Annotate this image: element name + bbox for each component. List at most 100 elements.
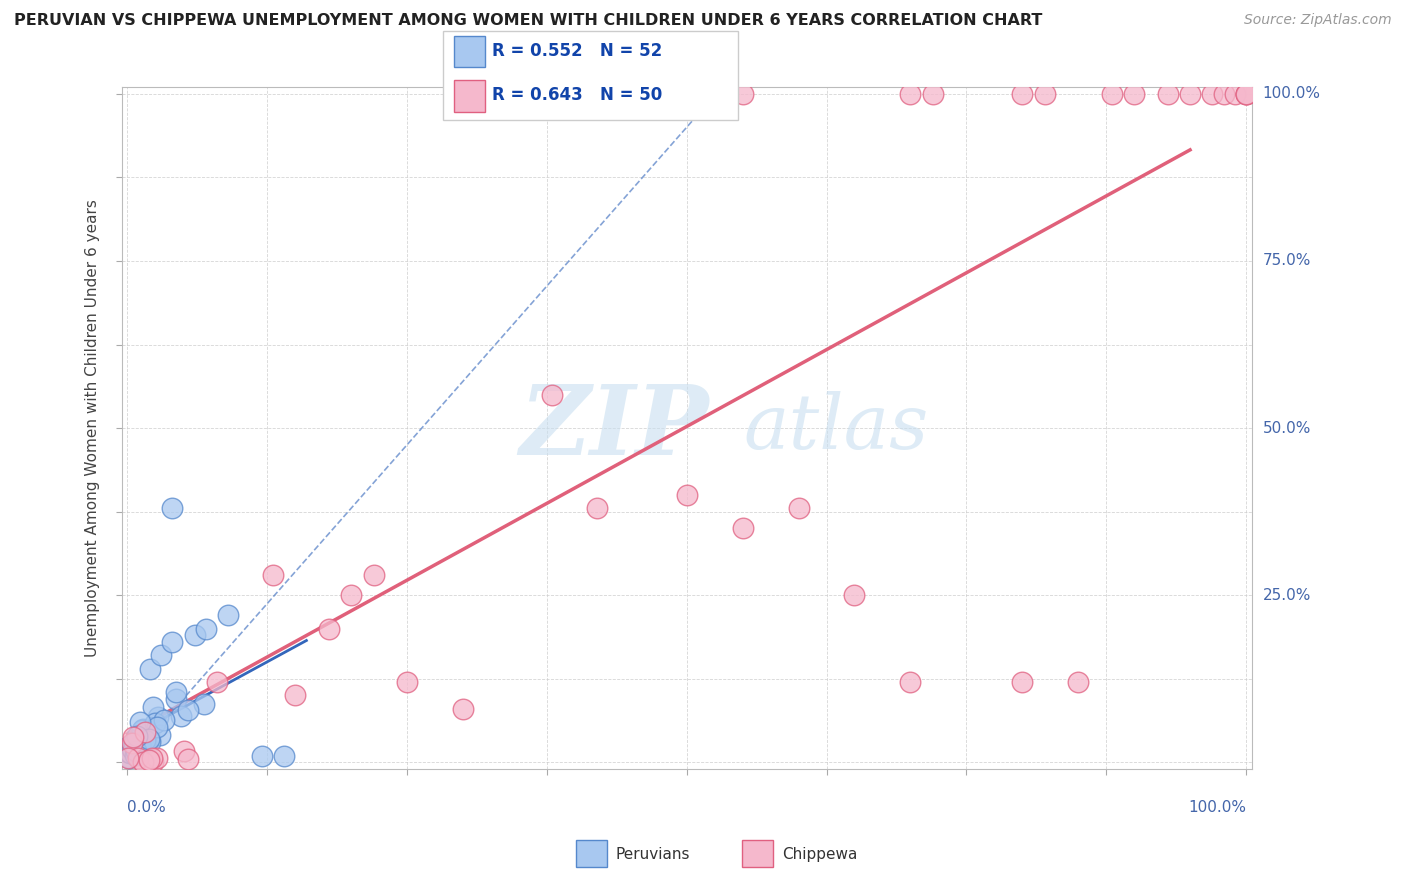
Text: 0.0%: 0.0% (128, 799, 166, 814)
Point (787, 501, 810, 516)
Point (146, 720, 169, 734)
Point (1123, 87, 1146, 101)
Text: PERUVIAN VS CHIPPEWA UNEMPLOYMENT AMONG WOMEN WITH CHILDREN UNDER 6 YEARS CORREL: PERUVIAN VS CHIPPEWA UNEMPLOYMENT AMONG … (14, 13, 1042, 29)
Point (1201, 87, 1223, 101)
Point (132, 722, 155, 736)
Point (146, 710, 169, 724)
Point (183, 628, 205, 642)
Point (160, 635, 183, 649)
Point (731, 87, 754, 101)
Point (121, 742, 143, 756)
Point (142, 755, 165, 769)
Text: Peruvians: Peruvians (616, 847, 690, 862)
Point (129, 740, 152, 755)
Point (153, 714, 176, 728)
Point (165, 684, 187, 698)
Point (1178, 87, 1201, 101)
Point (138, 753, 160, 767)
Point (127, 751, 149, 765)
Point (1101, 87, 1123, 101)
Text: 100.0%: 100.0% (1263, 87, 1320, 102)
Point (121, 742, 143, 756)
Point (128, 731, 150, 746)
Point (1011, 675, 1033, 690)
Point (132, 731, 155, 746)
Point (138, 732, 160, 747)
Point (134, 733, 156, 747)
Point (284, 689, 307, 703)
Point (193, 697, 215, 711)
Point (125, 748, 148, 763)
Point (451, 87, 474, 101)
Point (363, 568, 385, 582)
Point (586, 501, 609, 516)
Text: atlas: atlas (744, 391, 928, 465)
Point (118, 749, 141, 764)
Point (844, 588, 866, 602)
Point (731, 521, 754, 535)
Point (451, 702, 474, 716)
Point (131, 731, 153, 746)
Text: 75.0%: 75.0% (1263, 253, 1310, 268)
Point (173, 744, 195, 758)
Point (128, 714, 150, 729)
Point (139, 662, 162, 676)
Point (541, 387, 564, 401)
Point (131, 723, 153, 738)
Point (125, 746, 148, 760)
Point (900, 675, 922, 690)
Point (125, 729, 148, 743)
Point (139, 732, 162, 747)
Point (131, 739, 153, 754)
Point (340, 588, 363, 602)
Point (138, 735, 160, 749)
Point (145, 750, 167, 764)
Point (122, 731, 145, 745)
Point (1234, 87, 1257, 101)
Point (1033, 87, 1056, 101)
Point (117, 751, 139, 765)
Point (451, 87, 474, 101)
Point (1212, 87, 1234, 101)
Point (177, 703, 200, 717)
Point (217, 608, 239, 623)
Point (134, 725, 156, 739)
Point (1234, 87, 1257, 101)
Point (396, 675, 419, 690)
Point (170, 709, 193, 723)
Point (262, 568, 284, 582)
Point (118, 750, 141, 764)
Point (122, 736, 145, 750)
Point (194, 622, 217, 636)
Point (1067, 675, 1090, 690)
Point (177, 752, 200, 766)
Point (122, 737, 145, 751)
Point (120, 746, 142, 760)
Point (1011, 87, 1033, 101)
Point (124, 747, 146, 762)
Point (129, 740, 152, 755)
Point (132, 756, 155, 770)
Text: R = 0.552   N = 52: R = 0.552 N = 52 (492, 42, 662, 60)
Point (135, 734, 157, 748)
Point (117, 745, 139, 759)
Point (160, 501, 183, 516)
Point (1223, 87, 1246, 101)
Point (1234, 87, 1257, 101)
Point (250, 748, 273, 763)
Point (318, 622, 340, 636)
Point (675, 488, 697, 502)
Point (921, 87, 943, 101)
Point (141, 751, 163, 765)
Point (142, 700, 165, 714)
Text: Source: ZipAtlas.com: Source: ZipAtlas.com (1244, 13, 1392, 28)
Text: ZIP: ZIP (520, 381, 709, 475)
Point (205, 675, 228, 690)
Point (122, 737, 145, 751)
Point (165, 692, 187, 706)
Text: Chippewa: Chippewa (782, 847, 858, 862)
Point (1157, 87, 1180, 101)
Text: 25.0%: 25.0% (1263, 588, 1310, 603)
Point (128, 733, 150, 747)
Point (129, 738, 152, 752)
